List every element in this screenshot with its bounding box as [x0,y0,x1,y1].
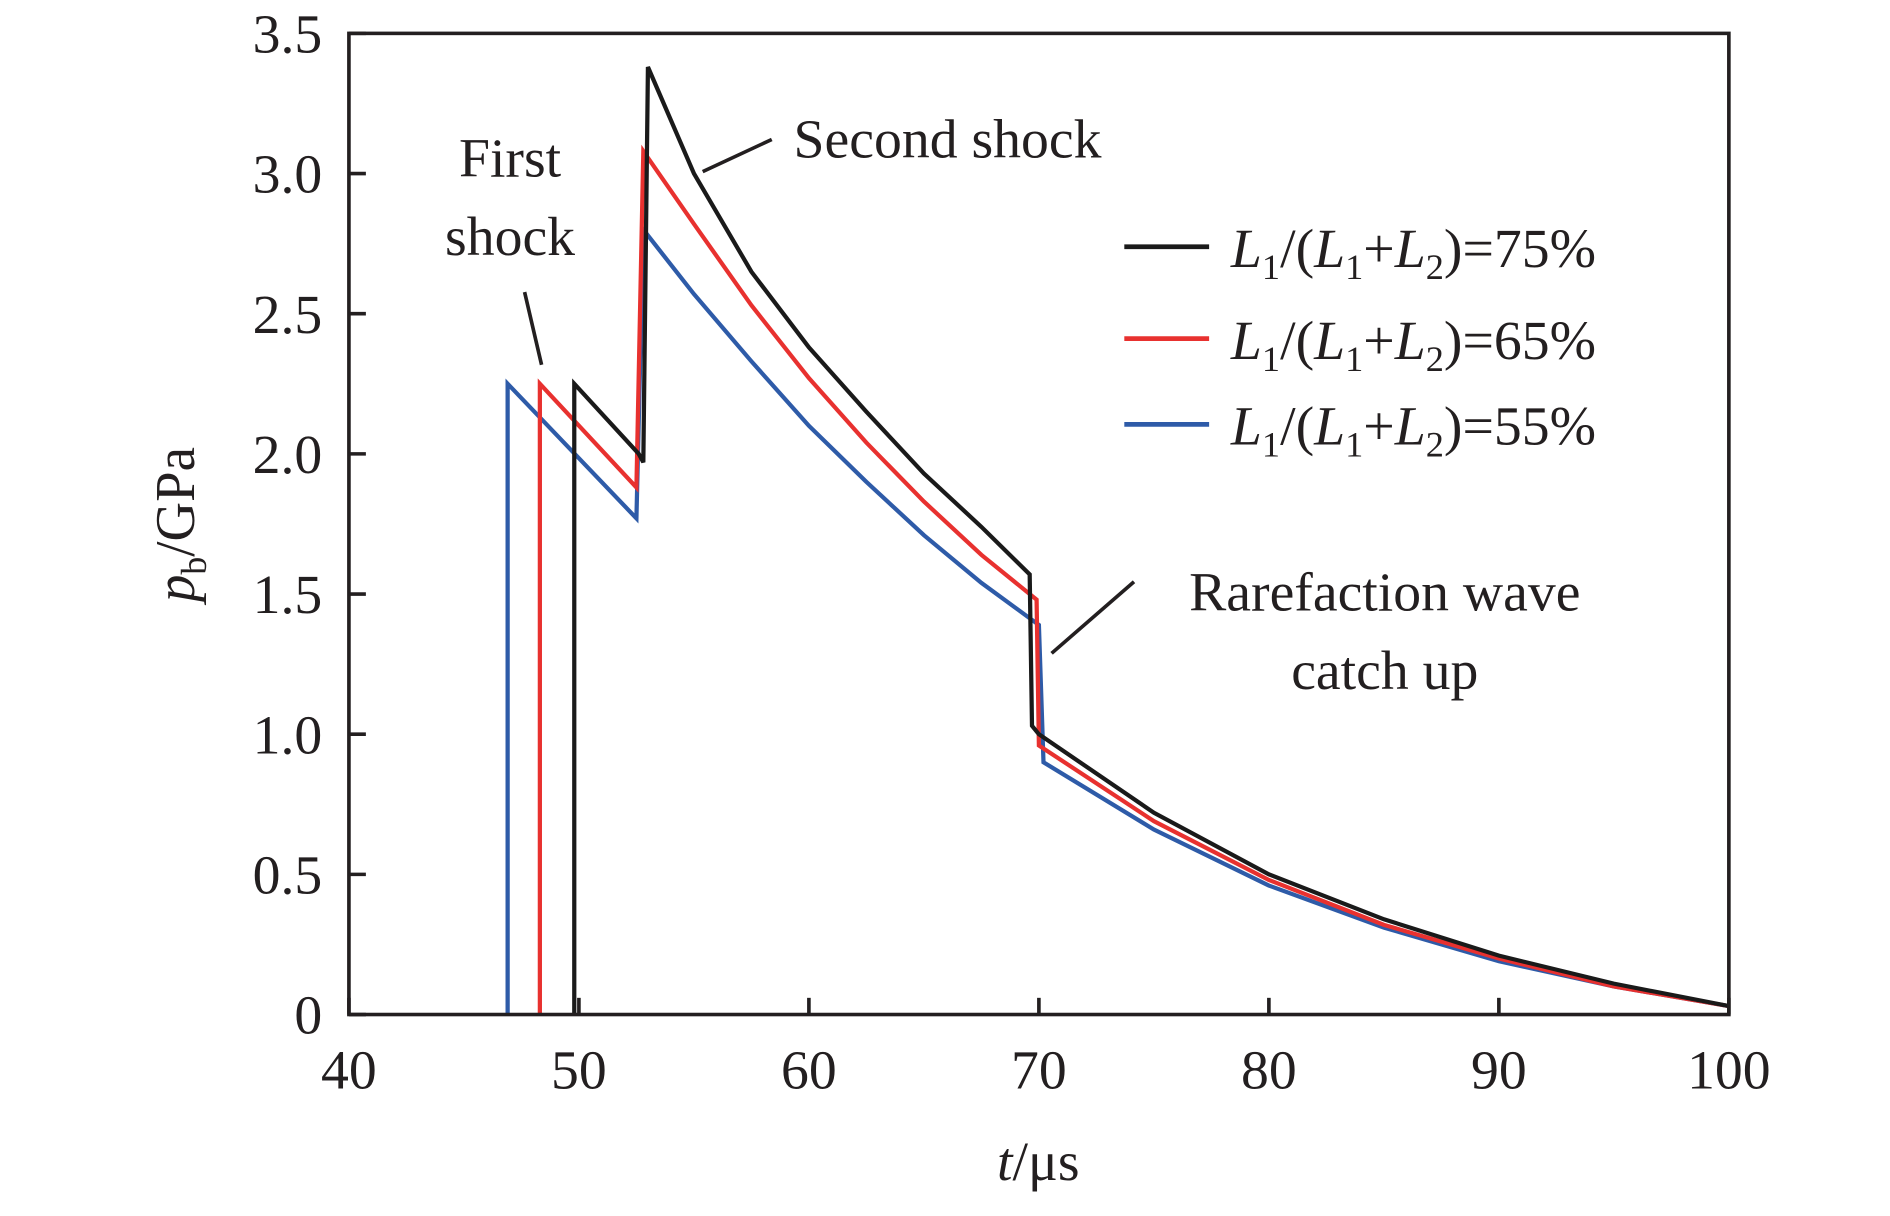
x-tick-label: 40 [321,1040,377,1101]
annotation-rarefaction-line1: Rarefaction wave [1189,562,1580,623]
legend-item-75: L1/(L1+L2)=75% [1124,218,1596,287]
legend-label-65: L1/(L1+L2)=65% [1230,310,1596,378]
legend-item-55: L1/(L1+L2)=55% [1124,396,1596,465]
legend-label-75: L1/(L1+L2)=75% [1230,218,1596,286]
legend: L1/(L1+L2)=75% L1/(L1+L2)=65% L1/(L1+L2)… [1124,218,1596,465]
y-tick-label: 1.0 [253,705,323,766]
y-tick-label: 3.5 [253,4,323,65]
legend-label-55: L1/(L1+L2)=55% [1230,396,1596,464]
annotation-first-shock-line2: shock [445,207,575,268]
series-75-line [572,66,1730,1015]
y-tick-label: 2.0 [253,424,323,485]
x-tick-label: 100 [1687,1040,1771,1101]
x-axis-label: t/μs [997,1132,1080,1193]
axis-ticks: 40 50 60 70 80 90 100 0 0.5 1.0 1.5 2.0 2.5 3.0 3.5 [253,4,1771,1100]
x-tick-label: 70 [1011,1040,1067,1101]
annotation-second-shock: Second shock [794,109,1102,170]
series-65-line [537,144,1730,1015]
annotation-rarefaction-pointer [1050,580,1136,655]
y-tick-label: 2.5 [253,284,323,345]
y-tick-label: 3.0 [253,144,323,205]
annotation-rarefaction-line2: catch up [1291,640,1478,701]
legend-item-65: L1/(L1+L2)=65% [1124,310,1596,379]
x-tick-label: 80 [1241,1040,1297,1101]
x-tick-label: 90 [1471,1040,1527,1101]
y-tick-label: 1.5 [253,565,323,626]
y-tick-label: 0.5 [253,845,323,906]
annotation-second-shock-pointer [701,137,773,174]
annotation-first-shock-line1: First [459,128,562,189]
series-layer [505,66,1730,1015]
annotation-first-shock-pointer [522,291,544,366]
x-tick-label: 50 [551,1040,607,1101]
x-tick-label: 60 [781,1040,837,1101]
y-axis-label: pb/GPa [144,447,214,606]
y-tick-label: 0 [294,985,322,1046]
